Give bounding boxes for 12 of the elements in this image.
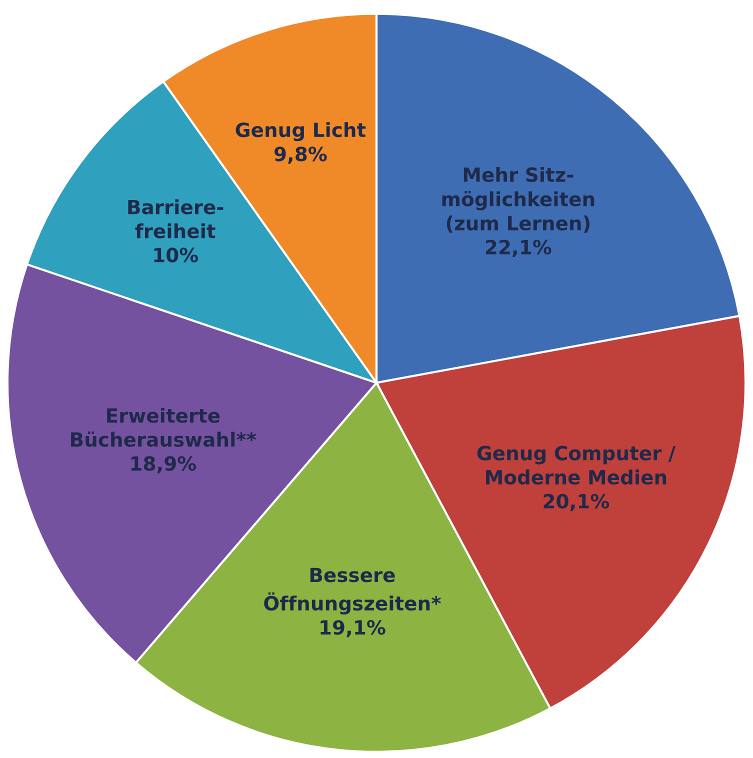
data-label: 20,1% <box>544 494 610 512</box>
slice-label: Erweiterte Bücherauswahl** <box>71 408 256 447</box>
slice-label: Genug Licht <box>236 122 366 142</box>
slice-label: Mehr Sitz- möglichkeiten (zum Lernen) <box>442 166 594 233</box>
data-label: 10% <box>154 248 198 262</box>
slice-label: Genug Computer / Moderne Medien <box>477 446 676 485</box>
slice-label: Barriere- freiheit <box>128 199 224 238</box>
data-label: 19,1% <box>320 620 386 638</box>
slice-label: Bessere Öffnungszeiten* <box>264 568 441 615</box>
data-label: 18,9% <box>131 456 196 474</box>
data-label: 22,1% <box>486 240 552 257</box>
data-label: 9,8% <box>274 146 327 164</box>
